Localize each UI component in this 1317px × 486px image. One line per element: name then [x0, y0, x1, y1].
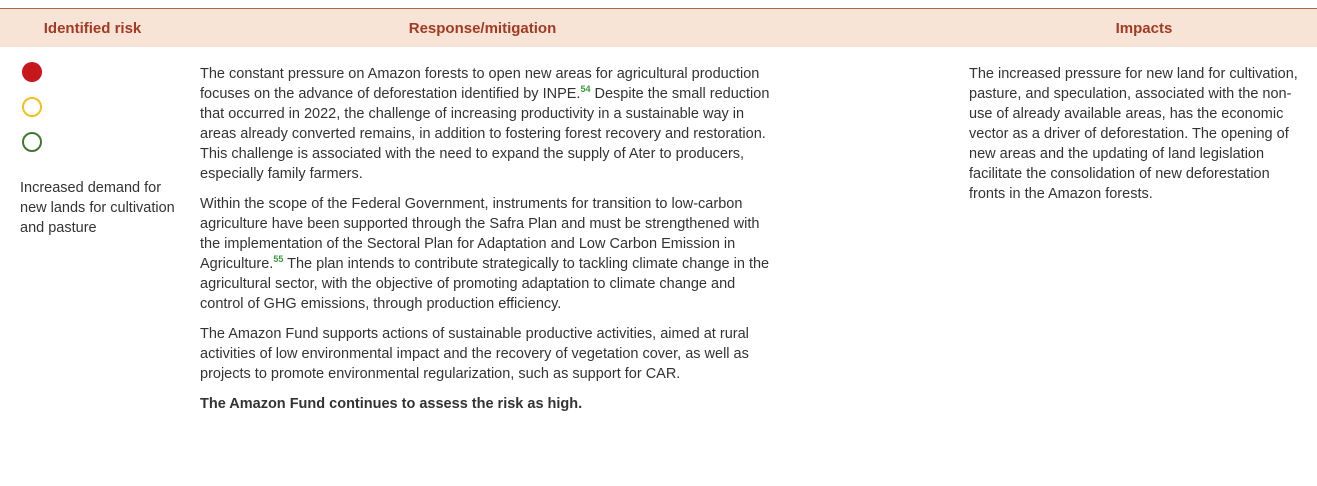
paragraph: The constant pressure on Amazon forests … [200, 64, 775, 184]
header: Impacts [1115, 20, 1173, 37]
risk-yellow [22, 97, 42, 117]
header: Identified risk [43, 20, 142, 37]
paragraph: The Amazon Fund supports actions of sust… [200, 324, 775, 384]
response: The constant pressure on Amazon forests … [200, 64, 775, 424]
text: The Amazon Fund supports actions of sust… [200, 326, 749, 382]
note: 55 [273, 254, 284, 265]
header-band [0, 8, 1317, 47]
text: Despite the small reduction that occurre… [200, 86, 770, 182]
conclusion: The Amazon Fund continues to assess the … [200, 396, 583, 412]
header: Response/mitigation [408, 20, 557, 37]
paragraph: Within the scope of the Federal Governme… [200, 194, 775, 314]
risk-red [22, 62, 42, 82]
note: 54 [580, 84, 591, 95]
risk-text: Increased demand for new lands for culti… [20, 180, 175, 236]
text: The constant pressure on Amazon forests … [200, 66, 760, 102]
impacts: The increased pressure for new land for … [969, 66, 1298, 202]
text: Within the scope of the Federal Governme… [200, 196, 760, 272]
text: The plan intends to contribute strategic… [200, 256, 770, 312]
risk-green [22, 132, 42, 152]
